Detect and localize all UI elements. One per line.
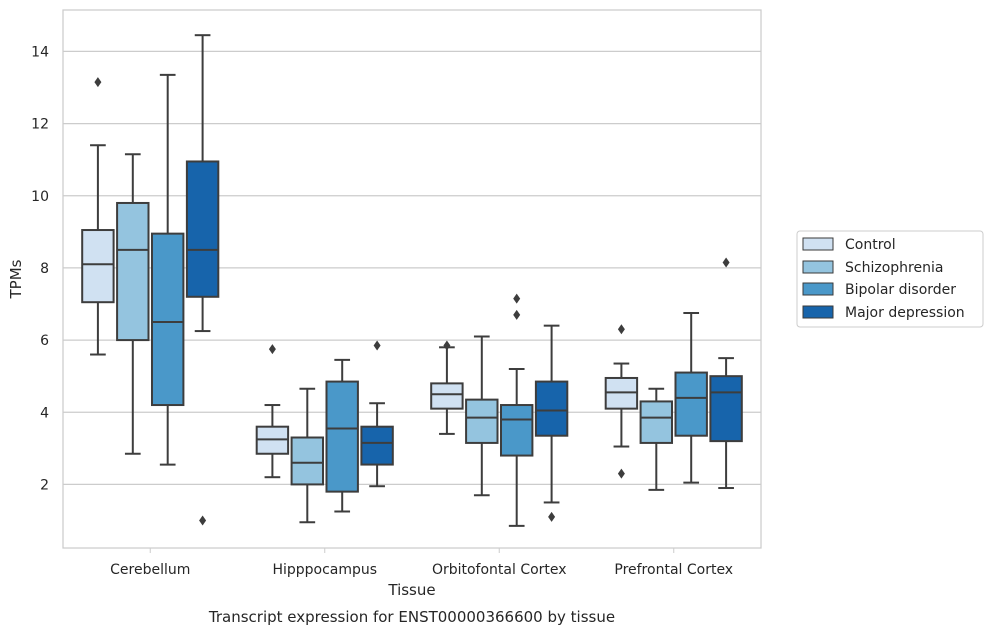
- box-cerebellum-bipolar-disorder-iqr: [150, 232, 185, 407]
- y-axis-label: TPMs: [7, 259, 25, 299]
- y-tick-label-10: 10: [31, 189, 49, 205]
- box-orbitofontal-cortex-major-depression-outlier-0: [548, 511, 556, 522]
- box-cerebellum-schizophrenia: [116, 153, 150, 455]
- box-hipppocampus-schizophrenia: [290, 387, 325, 524]
- legend-swatch-major-depression: [802, 305, 834, 319]
- legend: Control Schizophrenia Bipolar disorder M…: [796, 230, 984, 328]
- x-axis-label: Tissue: [387, 581, 435, 599]
- box-cerebellum-major-depression: [185, 34, 220, 526]
- y-tick-label-4: 4: [40, 405, 49, 421]
- box-hipppocampus-major-depression: [360, 340, 394, 488]
- box-prefrontal-cortex-major-depression-iqr: [709, 375, 743, 443]
- box-orbitofontal-cortex-control-outlier-0: [443, 340, 451, 351]
- legend-swatch-control: [802, 237, 834, 251]
- box-cerebellum-major-depression-iqr: [185, 160, 220, 298]
- boxes: [81, 34, 743, 527]
- box-hipppocampus-control-outlier-0: [268, 344, 276, 355]
- box-cerebellum-schizophrenia-iqr: [116, 201, 150, 342]
- box-orbitofontal-cortex-schizophrenia: [465, 335, 499, 497]
- box-prefrontal-cortex-schizophrenia: [639, 387, 674, 491]
- y-tick-label-14: 14: [31, 44, 49, 60]
- box-prefrontal-cortex-bipolar-disorder: [674, 312, 708, 484]
- legend-label-schizophrenia: Schizophrenia: [845, 260, 943, 276]
- y-tick-label-12: 12: [31, 117, 49, 133]
- box-hipppocampus-control: [255, 344, 290, 479]
- box-prefrontal-cortex-major-depression-outlier-0: [722, 257, 730, 268]
- box-orbitofontal-cortex-bipolar-disorder: [499, 293, 534, 527]
- box-orbitofontal-cortex-major-depression: [534, 324, 569, 522]
- legend-label-major-depression: Major depression: [845, 305, 965, 321]
- box-cerebellum-bipolar-disorder: [150, 73, 185, 466]
- legend-frame: [796, 230, 984, 328]
- y-tick-label-6: 6: [40, 333, 49, 349]
- box-orbitofontal-cortex-bipolar-disorder-outlier-0: [513, 309, 521, 320]
- legend-swatch-bipolar-disorder: [802, 282, 834, 296]
- y-tick-labels: 2 4 6 8 10 12 14: [31, 44, 49, 493]
- box-hipppocampus-major-depression-outlier-0: [373, 340, 381, 351]
- box-hipppocampus-major-depression-iqr: [360, 425, 394, 466]
- legend-label-control: Control: [845, 237, 896, 253]
- box-prefrontal-cortex-control-outlier-1: [617, 324, 625, 335]
- legend-label-bipolar-disorder: Bipolar disorder: [845, 282, 956, 298]
- box-prefrontal-cortex-control-outlier-0: [617, 468, 625, 479]
- box-cerebellum-control-outlier-0: [94, 77, 102, 88]
- box-orbitofontal-cortex-bipolar-disorder-iqr: [499, 404, 534, 457]
- box-orbitofontal-cortex-major-depression-iqr: [534, 380, 569, 437]
- box-prefrontal-cortex-control: [604, 324, 639, 479]
- box-cerebellum-control-iqr: [81, 229, 115, 304]
- box-prefrontal-cortex-bipolar-disorder-iqr: [674, 371, 708, 437]
- x-tick-label-prefrontal-cortex: Prefrontal Cortex: [614, 562, 733, 578]
- box-hipppocampus-bipolar-disorder: [325, 358, 359, 513]
- box-orbitofontal-cortex-control-iqr: [430, 382, 464, 410]
- x-tick-label-orbitofontal-cortex: Orbitofontal Cortex: [432, 562, 567, 578]
- box-prefrontal-cortex-schizophrenia-iqr: [639, 400, 674, 444]
- x-tick-label-hipppocampus: Hipppocampus: [272, 562, 377, 578]
- box-hipppocampus-bipolar-disorder-iqr: [325, 380, 359, 493]
- box-cerebellum-major-depression-outlier-0: [199, 515, 207, 526]
- legend-swatch-schizophrenia: [802, 260, 834, 274]
- box-orbitofontal-cortex-control: [430, 340, 464, 435]
- y-tick-label-8: 8: [40, 261, 49, 277]
- box-orbitofontal-cortex-schizophrenia-iqr: [465, 398, 499, 444]
- box-prefrontal-cortex-major-depression: [709, 257, 743, 490]
- box-cerebellum-control: [81, 77, 115, 356]
- x-tick-labels: Cerebellum Hipppocampus Orbitofontal Corte…: [110, 548, 733, 578]
- y-tick-label-2: 2: [40, 477, 49, 493]
- plot-frame: [62, 9, 762, 549]
- box-hipppocampus-schizophrenia-iqr: [290, 436, 325, 486]
- x-tick-label-cerebellum: Cerebellum: [110, 562, 190, 578]
- chart-caption: Transcript expression for ENST0000036660…: [208, 608, 615, 626]
- box-orbitofontal-cortex-bipolar-disorder-outlier-1: [513, 293, 521, 304]
